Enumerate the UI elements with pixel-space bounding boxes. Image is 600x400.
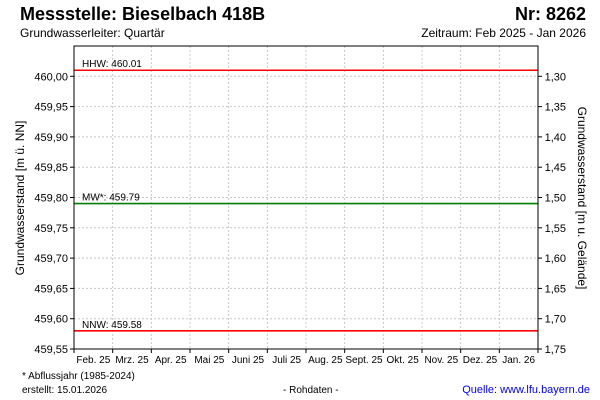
x-tick-label: Juni 25 — [232, 355, 265, 366]
y-tick-label-left: 459,90 — [34, 132, 68, 144]
y-tick-label-left: 459,55 — [34, 344, 68, 356]
y-tick-label-left: 459,70 — [34, 253, 68, 265]
station-title: Messstelle: Bieselbach 418B — [20, 4, 266, 24]
footnote: * Abflussjahr (1985-2024) — [22, 371, 135, 382]
x-axis: Feb. 25 Mrz. 25 Apr. 25 Mai 25 Juni 25 Juli 2… — [73, 349, 539, 366]
y-tick-label-right: 1,75 — [545, 344, 566, 356]
y-tick-label-left: 459,75 — [34, 223, 68, 235]
source-link[interactable]: Quelle: www.lfu.bayern.de — [462, 384, 590, 396]
y-tick-label-right: 1,45 — [545, 162, 566, 174]
y-tick-label-left: 460,00 — [34, 71, 68, 83]
y-tick-label-left: 459,65 — [34, 283, 68, 295]
period-label: Zeitraum: Feb 2025 - Jan 2026 — [421, 26, 586, 40]
grid-lines — [74, 46, 538, 349]
x-tick-label: Nov. 25 — [424, 355, 458, 366]
y-tick-label-left: 459,80 — [34, 193, 68, 205]
x-tick-label: Dez. 25 — [463, 355, 498, 366]
y-tick-label-right: 1,60 — [545, 253, 566, 265]
y-tick-label-right: 1,35 — [545, 102, 566, 114]
x-tick-label: Feb. 25 — [76, 355, 110, 366]
y-axis-left: 460,00 459,95 459,90 459,85 459,80 459,75 459,… — [34, 71, 74, 356]
x-tick-label: Juli 25 — [272, 355, 301, 366]
x-tick-label: Sept. 25 — [345, 355, 383, 366]
station-number: Nr: 8262 — [514, 4, 586, 24]
y-axis-label-left: Grundwasserstand [m ü. NN] — [13, 121, 27, 276]
y-tick-label-right: 1,40 — [545, 132, 566, 144]
y-tick-label-left: 459,60 — [34, 314, 68, 326]
y-tick-label-right: 1,65 — [545, 283, 566, 295]
x-tick-label: Mrz. 25 — [115, 355, 149, 366]
x-tick-label: Aug. 25 — [308, 355, 343, 366]
y-tick-label-right: 1,55 — [545, 223, 566, 235]
x-tick-label: Okt. 25 — [387, 355, 420, 366]
reference-line-label: HHW: 460.01 — [82, 59, 142, 70]
aquifer-label: Grundwasserleiter: Quartär — [20, 26, 165, 40]
reference-lines: HHW: 460.01 MW*: 459.79 NNW: 459.58 — [74, 59, 538, 332]
y-tick-label-left: 459,85 — [34, 162, 68, 174]
y-tick-label-right: 1,50 — [545, 193, 566, 205]
y-axis-label-right: Grundwasserstand [m u. Gelände] — [575, 107, 589, 290]
y-tick-label-right: 1,30 — [545, 71, 566, 83]
x-tick-label: Apr. 25 — [155, 355, 187, 366]
reference-line-label: MW*: 459.79 — [82, 193, 140, 204]
created-date: erstellt: 15.01.2026 — [22, 385, 108, 396]
y-tick-label-left: 459,95 — [34, 102, 68, 114]
x-tick-label: Jan. 26 — [502, 355, 535, 366]
y-tick-label-right: 1,70 — [545, 314, 566, 326]
reference-line-label: NNW: 459.58 — [82, 320, 142, 331]
y-axis-right: 1,30 1,35 1,40 1,45 1,50 1,55 1,60 1,65 1,70 1,75 — [538, 71, 566, 356]
raw-data-note: - Rohdaten - — [283, 385, 339, 396]
x-tick-label: Mai 25 — [194, 355, 224, 366]
